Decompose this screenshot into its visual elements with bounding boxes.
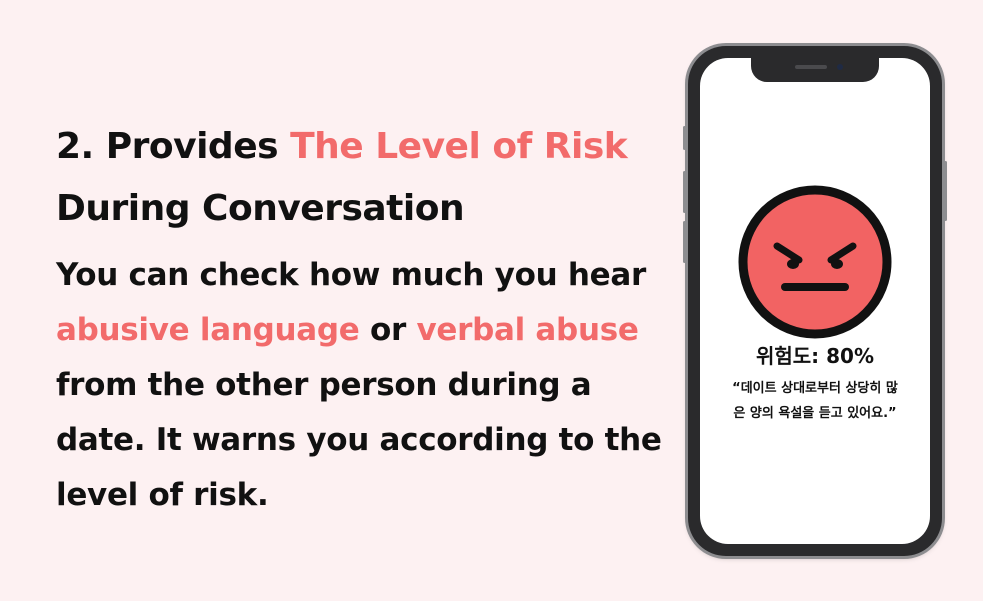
description-accent-verbal-abuse: verbal abuse — [416, 312, 639, 348]
headline-text: 2. Provides — [56, 126, 291, 167]
feature-description: You can check how much you hear abusive … — [56, 248, 676, 523]
front-camera — [837, 64, 843, 70]
feature-headline: 2. Provides The Level of Risk During Con… — [56, 116, 676, 240]
speaker-grille — [795, 65, 827, 69]
mute-switch — [683, 126, 686, 150]
angry-face-icon — [738, 185, 892, 339]
phone-notch — [751, 58, 879, 82]
volume-down-button — [683, 221, 686, 263]
risk-level-label: 위험도: 80% — [755, 344, 875, 368]
description-text: from the other person during a date. It … — [56, 367, 662, 513]
risk-warning-message: “데이트 상대로부터 상당히 많은 양의 욕설을 듣고 있어요.” — [732, 381, 898, 421]
description-text: or — [359, 312, 417, 348]
power-button — [944, 161, 947, 221]
description-accent-abusive-language: abusive language — [56, 312, 360, 348]
headline-text-line2: During Conversation — [56, 188, 465, 229]
phone-mockup: 위험도: 80% “데이트 상대로부터 상당히 많은 양의 욕설을 듣고 있어요… — [683, 46, 947, 556]
description-text: You can check how much you hear — [56, 257, 646, 293]
volume-up-button — [683, 171, 686, 213]
headline-accent: The Level of Risk — [290, 126, 628, 167]
phone-screen: 위험도: 80% “데이트 상대로부터 상당히 많은 양의 욕설을 듣고 있어요… — [700, 58, 930, 544]
